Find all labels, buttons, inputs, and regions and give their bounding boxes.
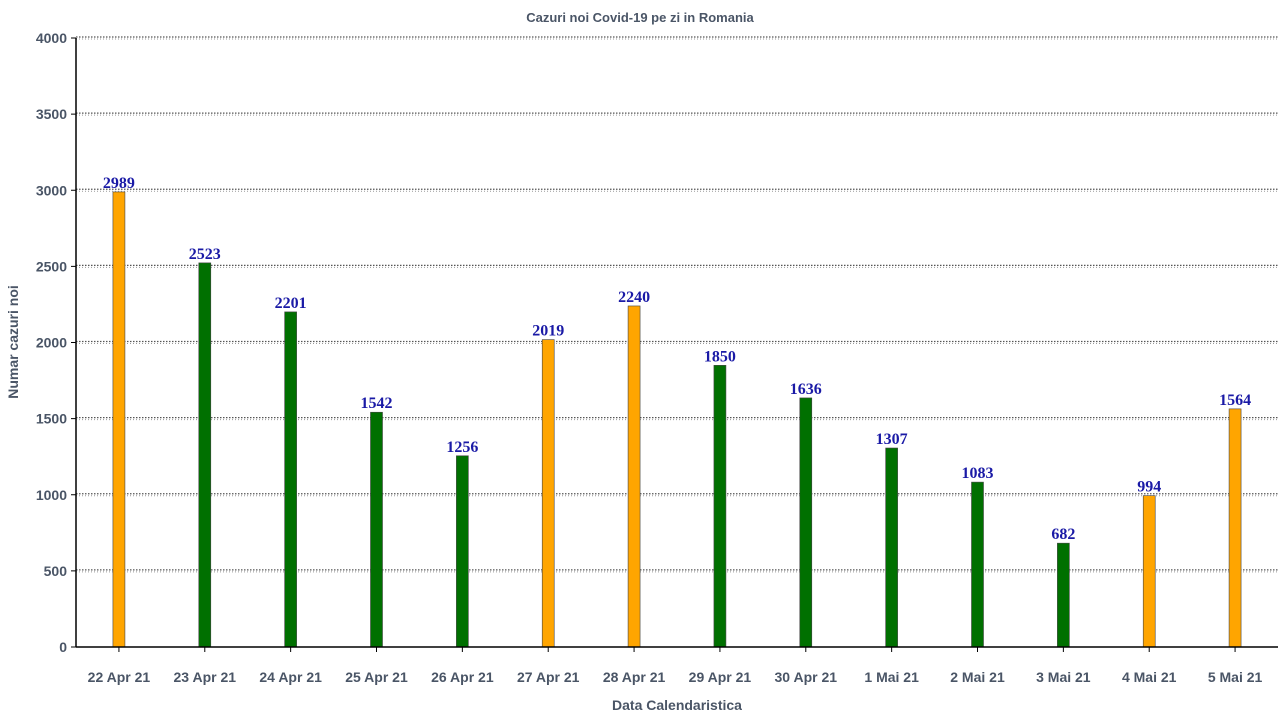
x-tick-label: 5 Mai 21 [1208, 669, 1263, 685]
x-tick-label: 22 Apr 21 [88, 669, 151, 685]
bar [1228, 408, 1242, 648]
y-tick-label: 3500 [36, 106, 67, 122]
x-tick-label: 29 Apr 21 [689, 669, 752, 685]
x-tick-label: 3 Mai 21 [1036, 669, 1091, 685]
y-axis-label: Numar cazuri noi [5, 285, 21, 399]
data-label: 1542 [361, 395, 393, 412]
bar [971, 481, 984, 648]
data-label: 1256 [446, 439, 478, 456]
x-tick-label: 2 Mai 21 [950, 669, 1005, 685]
bar [1057, 542, 1070, 648]
x-tick-label: 4 Mai 21 [1122, 669, 1177, 685]
bar [112, 191, 126, 648]
bar [1142, 495, 1156, 648]
data-label: 994 [1137, 479, 1161, 496]
chart-title: Cazuri noi Covid-19 pe zi in Romania [526, 10, 754, 25]
data-label: 682 [1051, 526, 1075, 543]
x-tick-label: 25 Apr 21 [345, 669, 408, 685]
y-tick-label: 2500 [36, 258, 67, 274]
y-tick-label: 1500 [36, 411, 67, 427]
data-labels: 2989 2523 2201 1542 1256 2019 2240 1850 1636 1307… [103, 175, 1251, 543]
y-tick-label: 500 [44, 563, 68, 579]
bar [627, 305, 641, 648]
bar [456, 455, 469, 648]
bar [370, 411, 383, 648]
y-axis-ticks: 0 500 1000 1500 2000 2500 3000 3500 4000 [36, 30, 76, 655]
data-label: 2019 [532, 323, 564, 340]
data-label: 1307 [876, 431, 908, 448]
y-tick-label: 3000 [36, 182, 67, 198]
x-tick-label: 27 Apr 21 [517, 669, 580, 685]
bar [713, 365, 727, 648]
x-tick-label: 1 Mai 21 [864, 669, 919, 685]
y-tick-label: 4000 [36, 30, 67, 46]
data-label: 2201 [275, 295, 307, 312]
x-tick-label: 23 Apr 21 [174, 669, 237, 685]
data-label: 1083 [962, 465, 994, 482]
data-label: 2523 [189, 246, 221, 263]
y-tick-label: 1000 [36, 487, 67, 503]
x-tick-label: 24 Apr 21 [259, 669, 322, 685]
bars [112, 191, 1242, 648]
y-tick-label: 2000 [36, 335, 67, 351]
x-tick-label: 26 Apr 21 [431, 669, 494, 685]
x-axis-label: Data Calendaristica [612, 697, 742, 713]
data-label: 2240 [618, 289, 650, 306]
data-label: 1564 [1219, 392, 1251, 409]
x-tick-label: 30 Apr 21 [775, 669, 838, 685]
x-axis-ticks: 22 Apr 21 23 Apr 21 24 Apr 21 25 Apr 21 26 A… [88, 647, 1263, 685]
bar [541, 339, 555, 648]
data-label: 1636 [790, 381, 822, 398]
x-tick-label: 28 Apr 21 [603, 669, 666, 685]
bar [885, 447, 898, 648]
y-tick-label: 0 [59, 639, 67, 655]
gridlines [76, 36, 1278, 573]
bar [198, 262, 212, 648]
data-label: 2989 [103, 175, 135, 192]
data-label: 1850 [704, 348, 736, 365]
bar [284, 311, 297, 648]
bar [799, 397, 813, 648]
